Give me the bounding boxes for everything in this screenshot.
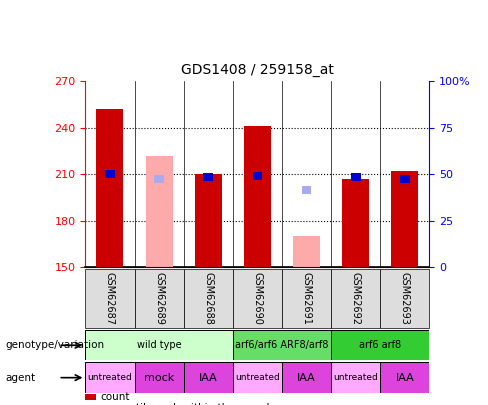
Text: mock: mock bbox=[144, 373, 174, 383]
Text: IAA: IAA bbox=[395, 373, 414, 383]
Bar bbox=[233, 269, 282, 328]
Text: arf6/arf6 ARF8/arf8: arf6/arf6 ARF8/arf8 bbox=[235, 340, 329, 350]
Bar bbox=[183, 269, 233, 328]
Text: GSM62688: GSM62688 bbox=[203, 272, 213, 325]
Bar bbox=[135, 269, 183, 328]
Bar bbox=[85, 269, 135, 328]
Text: untreated: untreated bbox=[235, 373, 280, 382]
Text: genotype/variation: genotype/variation bbox=[5, 340, 104, 350]
Bar bbox=[145, 156, 173, 267]
Bar bbox=[331, 269, 380, 328]
Bar bbox=[331, 330, 429, 360]
Bar bbox=[342, 179, 369, 267]
Bar bbox=[282, 269, 331, 328]
Bar bbox=[244, 126, 271, 267]
Bar bbox=[380, 269, 429, 328]
Text: untreated: untreated bbox=[88, 373, 132, 382]
Text: agent: agent bbox=[5, 373, 35, 383]
Bar bbox=[282, 362, 331, 393]
Text: GSM62691: GSM62691 bbox=[302, 272, 311, 325]
Bar bbox=[85, 330, 233, 360]
Text: GSM62692: GSM62692 bbox=[351, 272, 361, 325]
Text: GSM62687: GSM62687 bbox=[105, 272, 115, 325]
Text: GSM62690: GSM62690 bbox=[252, 272, 263, 325]
Bar bbox=[293, 236, 320, 267]
Text: GSM62689: GSM62689 bbox=[154, 272, 164, 325]
Bar bbox=[233, 330, 331, 360]
Text: percentile rank within the sample: percentile rank within the sample bbox=[100, 403, 276, 405]
Bar bbox=[85, 362, 135, 393]
Bar bbox=[233, 362, 282, 393]
Bar bbox=[195, 174, 222, 267]
Bar bbox=[400, 175, 410, 183]
Text: IAA: IAA bbox=[297, 373, 316, 383]
Title: GDS1408 / 259158_at: GDS1408 / 259158_at bbox=[181, 63, 334, 77]
Bar bbox=[183, 362, 233, 393]
Bar bbox=[380, 362, 429, 393]
Text: count: count bbox=[100, 392, 129, 402]
Text: GSM62693: GSM62693 bbox=[400, 272, 410, 325]
Text: untreated: untreated bbox=[333, 373, 378, 382]
Text: IAA: IAA bbox=[199, 373, 218, 383]
Bar bbox=[135, 362, 183, 393]
Bar bbox=[351, 173, 361, 181]
Bar bbox=[105, 170, 115, 178]
Bar bbox=[97, 109, 123, 267]
Bar bbox=[331, 362, 380, 393]
Bar bbox=[154, 175, 164, 183]
Bar bbox=[252, 172, 263, 179]
Text: arf6 arf8: arf6 arf8 bbox=[359, 340, 401, 350]
Bar bbox=[302, 186, 311, 194]
Bar bbox=[391, 171, 418, 267]
Text: wild type: wild type bbox=[137, 340, 182, 350]
Bar bbox=[203, 173, 213, 181]
